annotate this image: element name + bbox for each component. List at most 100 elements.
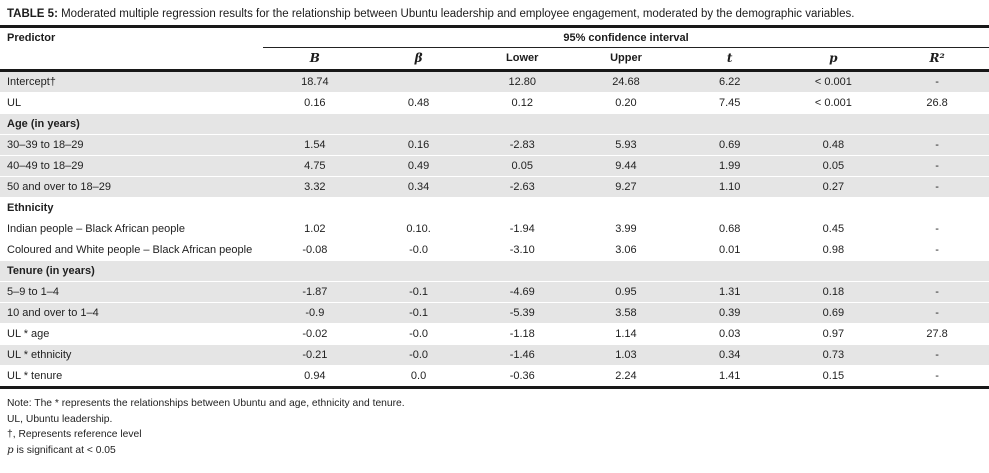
value-cell: < 0.001	[781, 70, 886, 93]
predictor-cell: 10 and over to 1–4	[0, 302, 263, 324]
table-notes: Note: The * represents the relationships…	[0, 389, 989, 458]
value-cell: -0.0	[366, 323, 471, 345]
value-cell: 1.10	[677, 176, 782, 198]
table-row: Coloured and White people – Black Africa…	[0, 239, 989, 261]
value-cell: -	[885, 302, 989, 324]
section-row: Ethnicity	[0, 197, 989, 219]
value-cell: 0.16	[366, 134, 471, 156]
value-cell: 18.74	[263, 70, 367, 93]
value-cell: 1.03	[574, 344, 678, 366]
value-cell: 0.73	[781, 344, 886, 366]
predictor-cell: UL	[0, 92, 263, 114]
value-cell: 1.99	[677, 155, 782, 177]
table-caption-label: TABLE 5:	[7, 8, 58, 20]
value-cell: 0.48	[781, 134, 886, 156]
value-cell: -0.1	[366, 302, 471, 324]
value-cell: -0.9	[263, 302, 367, 324]
value-cell: 1.14	[574, 323, 678, 345]
note-text: Note: The * represents the relationships…	[7, 398, 405, 409]
value-cell: -1.46	[470, 344, 575, 366]
predictor-cell: Indian people – Black African people	[0, 218, 263, 240]
table-row: UL 0.16 0.48 0.12 0.20 7.45 < 0.001 26.8	[0, 92, 989, 114]
value-cell: 0.18	[781, 281, 886, 303]
paper-table-page: TABLE 5: Moderated multiple regression r…	[0, 0, 989, 458]
predictor-cell: Coloured and White people – Black Africa…	[0, 239, 263, 261]
value-cell: 5.93	[574, 134, 678, 156]
section-row: Tenure (in years)	[0, 260, 989, 282]
value-cell: 0.68	[677, 218, 782, 240]
column-header-upper: Upper	[610, 52, 642, 64]
predictor-cell: 30–39 to 18–29	[0, 134, 263, 156]
value-cell: 0.05	[470, 155, 575, 177]
value-cell: 6.22	[677, 70, 782, 93]
value-cell: 0.20	[574, 92, 678, 114]
predictor-cell: UL * ethnicity	[0, 344, 263, 366]
column-header-lower: Lower	[506, 52, 539, 64]
value-cell: -	[885, 176, 989, 198]
table-row: UL * age -0.02 -0.0 -1.18 1.14 0.03 0.97 27.8	[0, 323, 989, 345]
value-cell: 0.16	[263, 92, 367, 114]
value-cell: 9.44	[574, 155, 678, 177]
value-cell: 0.95	[574, 281, 678, 303]
predictor-cell: Ethnicity	[0, 197, 989, 219]
value-cell: 0.0	[366, 365, 471, 388]
table-row: 5–9 to 1–4 -1.87 -0.1 -4.69 0.95 1.31 0.18-	[0, 281, 989, 303]
column-header-t: t	[726, 51, 733, 65]
header-row-span: Predictor 95% confidence interval	[0, 26, 989, 48]
value-cell: 0.49	[366, 155, 471, 177]
value-cell: -5.39	[470, 302, 575, 324]
value-cell: 3.99	[574, 218, 678, 240]
value-cell: 0.45	[781, 218, 886, 240]
table-caption: TABLE 5: Moderated multiple regression r…	[0, 0, 989, 25]
value-cell: 3.06	[574, 239, 678, 261]
table-row: Indian people – Black African people 1.02…	[0, 218, 989, 240]
value-cell: 7.45	[677, 92, 782, 114]
value-cell: -1.18	[470, 323, 575, 345]
regression-table: Predictor 95% confidence interval B β Lo…	[0, 25, 989, 389]
confidence-interval-span-header: 95% confidence interval	[263, 26, 989, 48]
value-cell: -	[885, 344, 989, 366]
value-cell: 0.94	[263, 365, 367, 388]
value-cell: -0.08	[263, 239, 367, 261]
note-italic: p	[7, 443, 14, 456]
value-cell: 1.02	[263, 218, 367, 240]
value-cell: 0.34	[677, 344, 782, 366]
value-cell: 0.34	[366, 176, 471, 198]
table-row: Intercept† 18.74 12.80 24.68 6.22 < 0.001-	[0, 70, 989, 93]
value-cell: 3.32	[263, 176, 367, 198]
predictor-cell: Age (in years)	[0, 113, 989, 135]
table-row: 40–49 to 18–29 4.75 0.49 0.05 9.44 1.99 0.05-	[0, 155, 989, 177]
table-body: Intercept† 18.74 12.80 24.68 6.22 < 0.001- UL 0…	[0, 70, 989, 388]
value-cell: -0.0	[366, 344, 471, 366]
value-cell: 12.80	[470, 70, 575, 93]
value-cell: 0.27	[781, 176, 886, 198]
value-cell: -	[885, 281, 989, 303]
value-cell: 3.58	[574, 302, 678, 324]
value-cell: 1.54	[263, 134, 367, 156]
column-header-R2: R²	[929, 51, 945, 65]
value-cell: 4.75	[263, 155, 367, 177]
value-cell: 0.15	[781, 365, 886, 388]
value-cell: 9.27	[574, 176, 678, 198]
note-text: †, Represents reference level	[7, 429, 142, 440]
value-cell: 0.48	[366, 92, 471, 114]
value-cell: 27.8	[885, 323, 989, 345]
value-cell: -	[885, 134, 989, 156]
note-line: p is significant at < 0.05	[7, 443, 981, 459]
table-row: UL * tenure 0.94 0.0 -0.36 2.24 1.41 0.15-	[0, 365, 989, 388]
predictor-cell: Intercept†	[0, 70, 263, 93]
value-cell: 0.69	[677, 134, 782, 156]
value-cell: 0.12	[470, 92, 575, 114]
predictor-cell: UL * age	[0, 323, 263, 345]
table-header: Predictor 95% confidence interval B β Lo…	[0, 26, 989, 71]
predictor-cell: UL * tenure	[0, 365, 263, 388]
value-cell: -	[885, 155, 989, 177]
note-line: UL, Ubuntu leadership.	[7, 412, 981, 428]
value-cell: -2.83	[470, 134, 575, 156]
predictor-cell: Tenure (in years)	[0, 260, 989, 282]
value-cell: 0.03	[677, 323, 782, 345]
table-row: 10 and over to 1–4 -0.9 -0.1 -5.39 3.58 0.39 0…	[0, 302, 989, 324]
table-row: 50 and over to 18–29 3.32 0.34 -2.63 9.27 1.1…	[0, 176, 989, 198]
value-cell: -0.02	[263, 323, 367, 345]
value-cell: -1.94	[470, 218, 575, 240]
